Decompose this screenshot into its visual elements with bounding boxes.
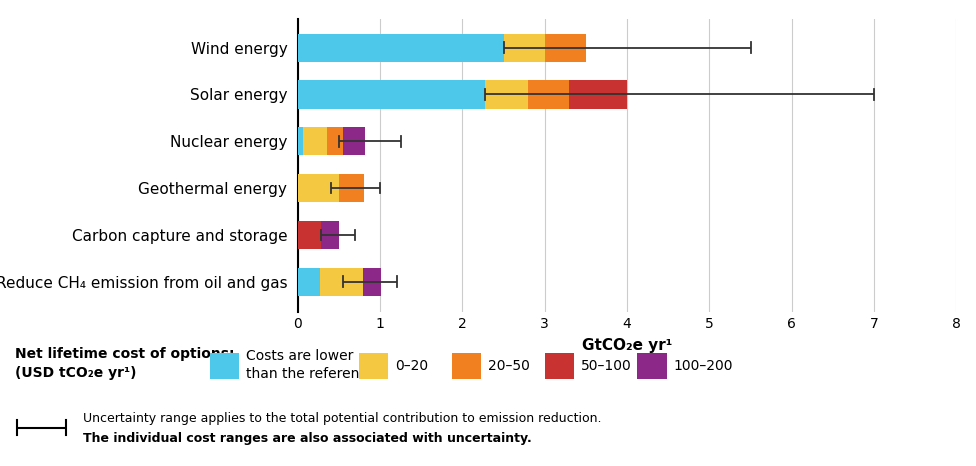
Bar [320, 268, 363, 296]
Bar [298, 81, 485, 109]
Text: Uncertainty range applies to the total potential contribution to emission reduct: Uncertainty range applies to the total p… [83, 412, 601, 425]
Bar [339, 174, 363, 202]
Bar [485, 81, 528, 109]
Text: than the reference: than the reference [246, 367, 376, 381]
Bar [504, 34, 545, 62]
Bar [298, 34, 504, 62]
Bar [298, 221, 321, 249]
Bar [545, 34, 586, 62]
Bar [363, 268, 381, 296]
Text: Net lifetime cost of options:: Net lifetime cost of options: [15, 347, 234, 361]
Bar [298, 268, 320, 296]
Bar [528, 81, 569, 109]
Bar [569, 81, 627, 109]
Bar [321, 221, 339, 249]
Text: 50–100: 50–100 [581, 359, 631, 373]
Bar [298, 174, 339, 202]
Text: Costs are lower: Costs are lower [246, 349, 353, 363]
Bar [343, 127, 365, 155]
Bar [304, 127, 327, 155]
Text: 100–200: 100–200 [673, 359, 733, 373]
X-axis label: GtCO₂e yr¹: GtCO₂e yr¹ [582, 338, 672, 353]
Text: (USD tCO₂e yr¹): (USD tCO₂e yr¹) [15, 366, 136, 380]
Text: 20–50: 20–50 [488, 359, 530, 373]
Text: 0–20: 0–20 [395, 359, 428, 373]
Bar [298, 127, 304, 155]
Text: The individual cost ranges are also associated with uncertainty.: The individual cost ranges are also asso… [83, 432, 532, 445]
Bar [327, 127, 343, 155]
